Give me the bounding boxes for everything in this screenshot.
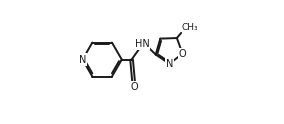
Text: N: N	[166, 59, 173, 69]
Text: O: O	[179, 49, 186, 59]
Text: CH₃: CH₃	[182, 23, 199, 32]
Text: N: N	[79, 55, 86, 65]
Text: HN: HN	[135, 39, 149, 49]
Text: O: O	[130, 82, 138, 92]
